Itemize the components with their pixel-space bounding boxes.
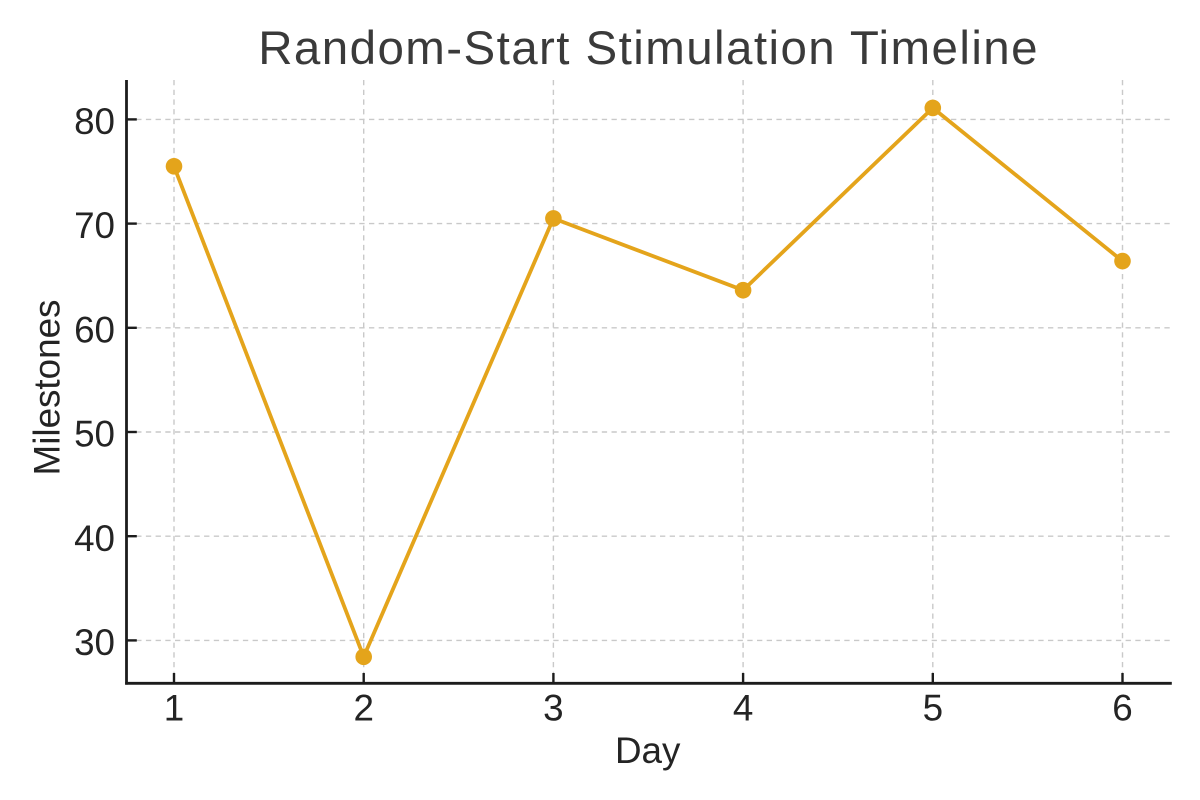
svg-text:40: 40	[74, 518, 115, 559]
svg-text:5: 5	[923, 688, 943, 729]
svg-text:3: 3	[543, 688, 563, 729]
svg-text:6: 6	[1112, 688, 1132, 729]
svg-text:Random-Start Stimulation Timel: Random-Start Stimulation Timeline	[258, 22, 1039, 75]
svg-text:50: 50	[74, 414, 115, 455]
svg-text:1: 1	[164, 688, 184, 729]
svg-text:60: 60	[74, 309, 115, 350]
svg-text:Milestones: Milestones	[27, 300, 68, 476]
svg-text:4: 4	[733, 688, 753, 729]
svg-text:Day: Day	[615, 730, 681, 771]
svg-text:80: 80	[74, 101, 115, 142]
svg-text:30: 30	[74, 622, 115, 663]
svg-text:2: 2	[353, 688, 373, 729]
svg-text:70: 70	[74, 205, 115, 246]
